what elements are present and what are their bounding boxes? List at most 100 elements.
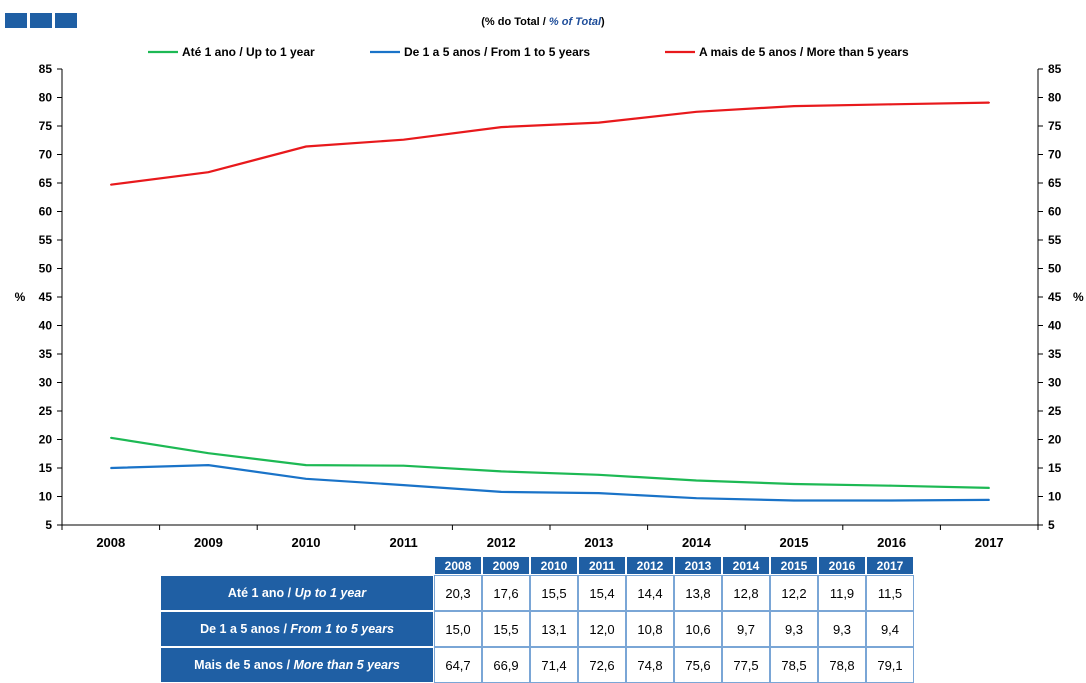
series-1-point: [110, 436, 112, 439]
series-1-point: [695, 479, 698, 482]
table-cell: 71,4: [530, 647, 578, 683]
table-cell: 9,7: [722, 611, 770, 647]
table-year-header: 2009: [482, 556, 530, 575]
table-year-header: 2011: [578, 556, 626, 575]
table-year-header: 2013: [674, 556, 722, 575]
x-tick-label: 2017: [975, 535, 1004, 550]
table-cell: 13,8: [674, 575, 722, 611]
series-3-point: [402, 138, 405, 141]
table-cell: 10,8: [626, 611, 674, 647]
series-3-point: [695, 110, 698, 113]
series-1-point: [890, 484, 893, 487]
table-cell: 10,6: [674, 611, 722, 647]
chart-lines: [110, 101, 990, 502]
y-tick-label-right: 15: [1048, 461, 1062, 475]
series-line-1: [110, 436, 990, 489]
table-cell: 75,6: [674, 647, 722, 683]
series-2-point: [598, 492, 600, 494]
chart-subtitle: (% do Total / % of Total): [481, 16, 605, 28]
series-2-point: [695, 497, 698, 500]
y-tick-label-left: 20: [39, 433, 53, 447]
table-cell: 9,3: [770, 611, 818, 647]
y-tick-label-left: 80: [39, 91, 53, 105]
legend-label-3: A mais de 5 anos / More than 5 years: [699, 45, 909, 59]
table-row: Mais de 5 anos / More than 5 years 64,7 66…: [160, 647, 914, 683]
y-tick-label-right: 30: [1048, 376, 1062, 390]
series-line-2: [110, 463, 990, 502]
series-2-point: [402, 484, 405, 486]
series-3-point: [207, 171, 210, 173]
y-tick-label-right: 70: [1048, 148, 1062, 162]
series-2-point: [500, 491, 503, 493]
y-tick-label-left: 50: [39, 262, 53, 276]
table-row: De 1 a 5 anos / From 1 to 5 years 15,0 15,…: [160, 611, 914, 647]
logo: [5, 13, 77, 28]
y-tick-label-right: 10: [1048, 490, 1062, 504]
series-line-3: [110, 101, 990, 186]
x-tick-label: 2013: [584, 535, 613, 550]
y-tick-label-right: 50: [1048, 262, 1062, 276]
line-chart: Até 1 ano / Up to 1 year De 1 a 5 anos / …: [15, 45, 1084, 550]
x-tick-label: 2016: [877, 535, 906, 550]
table-cell: 20,3: [434, 575, 482, 611]
table-header-row: 2008 2009 2010 2011 2012 2013 2014 2015 2016 2017: [160, 556, 914, 575]
table-cell: 15,0: [434, 611, 482, 647]
table-cell: 11,5: [866, 575, 914, 611]
y-tick-label-left: 75: [39, 119, 53, 133]
series-1-point: [793, 483, 795, 485]
series-2-point: [305, 478, 307, 480]
legend-label-2: De 1 a 5 anos / From 1 to 5 years: [404, 45, 590, 59]
x-tick-label: 2012: [487, 535, 516, 550]
series-3-point: [110, 183, 112, 186]
y-tick-label-right: 20: [1048, 433, 1062, 447]
x-tick-label: 2015: [780, 535, 809, 550]
y-tick-label-left: 25: [39, 404, 53, 418]
table-cell: 9,3: [818, 611, 866, 647]
table-cell: 12,2: [770, 575, 818, 611]
series-3-point: [793, 105, 795, 107]
y-tick-label-left: 70: [39, 148, 53, 162]
series-3-point: [598, 121, 600, 124]
table-cell: 66,9: [482, 647, 530, 683]
table-cell: 74,8: [626, 647, 674, 683]
x-tick-label: 2008: [96, 535, 125, 550]
y-tick-label-right: 65: [1048, 176, 1062, 190]
table-year-header: 2008: [434, 556, 482, 575]
series-2-point: [793, 499, 795, 502]
y-tick-label-left: 30: [39, 376, 53, 390]
table-cell: 11,9: [818, 575, 866, 611]
y-tick-label-left: 10: [39, 490, 53, 504]
x-tick-label: 2009: [194, 535, 223, 550]
y-tick-label-left: 45: [39, 290, 53, 304]
series-3-point: [305, 145, 307, 148]
table-cell: 12,8: [722, 575, 770, 611]
chart-legend: Até 1 ano / Up to 1 year De 1 a 5 anos / …: [148, 45, 909, 59]
y-tick-label-left: 60: [39, 205, 53, 219]
table-year-header: 2016: [818, 556, 866, 575]
table-cell: 15,4: [578, 575, 626, 611]
series-2-point: [890, 499, 893, 502]
y-tick-label-right: 35: [1048, 347, 1062, 361]
table-row-header: Mais de 5 anos / More than 5 years: [160, 647, 434, 683]
y-tick-label-left: 65: [39, 176, 53, 190]
y-tick-label-right: 45: [1048, 290, 1062, 304]
table-cell: 15,5: [482, 611, 530, 647]
legend-label-1: Até 1 ano / Up to 1 year: [182, 45, 315, 59]
y-tick-label-right: 5: [1048, 518, 1055, 532]
x-tick-label: 2011: [389, 535, 417, 550]
table-cell: 78,5: [770, 647, 818, 683]
y-tick-label-left: 40: [39, 319, 53, 333]
series-3-point: [988, 101, 990, 104]
series-1-point: [988, 487, 990, 489]
table-cell: 79,1: [866, 647, 914, 683]
table-year-header: 2012: [626, 556, 674, 575]
x-tick-label: 2010: [292, 535, 321, 550]
table-cell: 14,4: [626, 575, 674, 611]
y-tick-label-right: 80: [1048, 91, 1062, 105]
table-cell: 72,6: [578, 647, 626, 683]
data-table: 2008 2009 2010 2011 2012 2013 2014 2015 2016 2017…: [160, 556, 914, 683]
y-tick-label-right: 60: [1048, 205, 1062, 219]
table-year-header: 2014: [722, 556, 770, 575]
y-tick-label-right: 85: [1048, 62, 1062, 76]
